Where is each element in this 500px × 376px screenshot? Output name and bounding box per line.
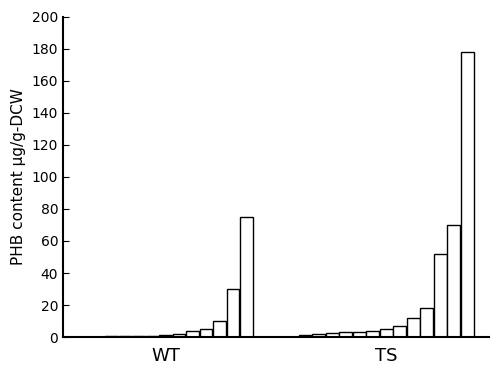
Bar xyxy=(340,332,352,337)
Bar xyxy=(132,336,145,337)
Bar xyxy=(326,333,338,337)
Bar xyxy=(200,329,212,337)
Bar xyxy=(380,329,392,337)
Bar xyxy=(214,321,226,337)
Bar xyxy=(240,217,253,337)
Bar xyxy=(173,334,186,337)
Bar xyxy=(353,332,366,337)
Bar xyxy=(461,52,473,337)
Bar xyxy=(227,289,239,337)
Bar xyxy=(312,334,325,337)
Bar xyxy=(448,225,460,337)
Bar xyxy=(434,254,446,337)
Bar xyxy=(420,308,433,337)
Bar xyxy=(407,318,420,337)
Bar xyxy=(160,335,172,337)
Bar xyxy=(394,326,406,337)
Bar xyxy=(299,335,312,337)
Bar xyxy=(366,331,379,337)
Bar xyxy=(186,331,199,337)
Y-axis label: PHB content μg/g-DCW: PHB content μg/g-DCW xyxy=(11,88,26,265)
Bar xyxy=(146,335,158,337)
